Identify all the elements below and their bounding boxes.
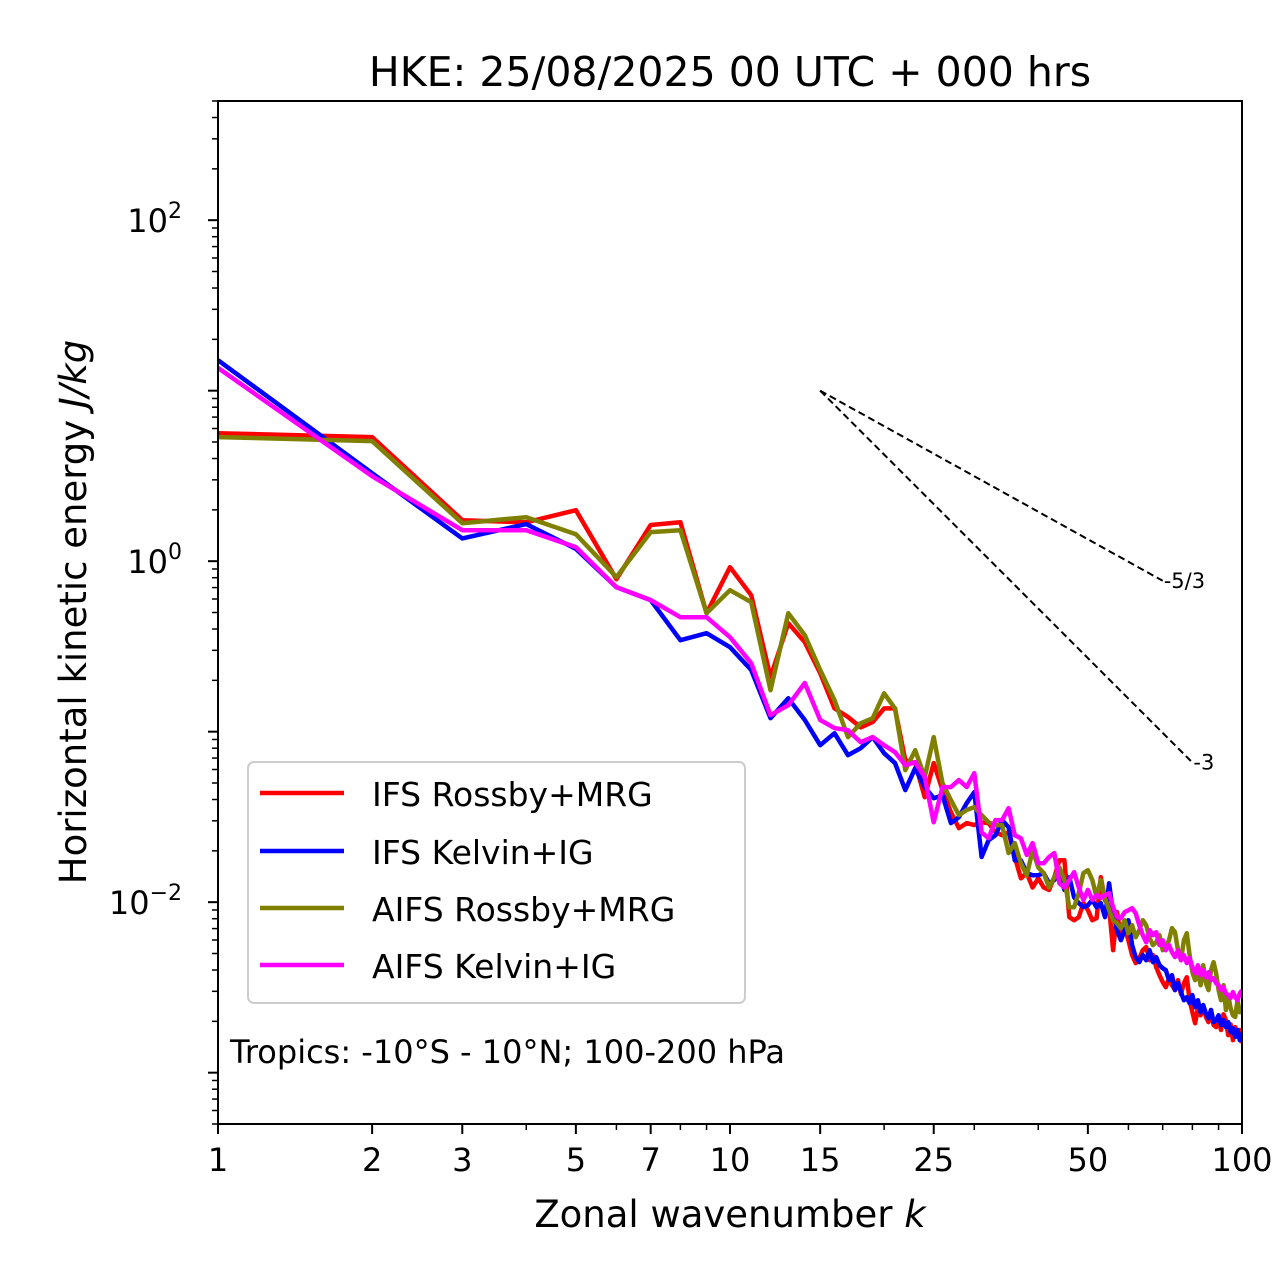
x-tick-label: 100 — [1211, 1141, 1272, 1179]
y-tick-label: 102 — [127, 199, 182, 240]
x-axis-label: Zonal wavenumber k — [534, 1193, 927, 1236]
x-axis-label-text: Zonal wavenumber — [534, 1193, 893, 1236]
x-axis-label-var: k — [904, 1193, 927, 1236]
legend-entry-ifs-rossby-mrg: IFS Rossby+MRG — [260, 775, 653, 814]
series-line-ifs-kelvin-ig — [218, 358, 1242, 1043]
y-axis-label: Horizontal kinetic energy J/kg — [52, 340, 95, 884]
legend-label: IFS Kelvin+IG — [372, 833, 594, 872]
y-tick-base: 10 — [127, 543, 168, 581]
legend-label: IFS Rossby+MRG — [372, 775, 653, 814]
x-tick-label: 2 — [362, 1141, 382, 1179]
chart-title: HKE: 25/08/2025 00 UTC + 000 hrs — [369, 48, 1091, 96]
series-layer — [218, 358, 1242, 1044]
reference-slope-label: -3 — [1193, 751, 1214, 775]
x-tick-label: 5 — [566, 1141, 586, 1179]
legend-entry-aifs-kelvin-ig: AIFS Kelvin+IG — [260, 947, 616, 986]
legend-frame — [247, 761, 746, 1004]
legend-label: AIFS Kelvin+IG — [372, 947, 616, 986]
legend: IFS Rossby+MRG IFS Kelvin+IG AIFS Rossby… — [247, 761, 746, 1004]
reference-slopes: -5/3 -3 — [819, 389, 1214, 775]
y-tick-exponent: 0 — [168, 540, 182, 565]
y-tick-label: 100 — [127, 540, 182, 581]
y-tick-label: 10−2 — [109, 881, 182, 922]
y-tick-exponent: −2 — [150, 881, 182, 906]
y-tick-exponent: 2 — [168, 199, 182, 224]
legend-label: AIFS Rossby+MRG — [372, 890, 675, 929]
x-tick-label: 15 — [800, 1141, 841, 1179]
x-axis-ticks: 1 2 3 5 7 10 15 25 50 100 — [208, 1124, 1273, 1179]
y-tick-base: 10 — [109, 884, 150, 922]
reference-slope-label: -5/3 — [1164, 569, 1205, 593]
x-tick-label: 50 — [1068, 1141, 1109, 1179]
legend-entry-ifs-kelvin-ig: IFS Kelvin+IG — [260, 833, 594, 872]
y-axis-label-unit: J/kg — [52, 340, 95, 415]
y-tick-base: 10 — [127, 202, 168, 240]
x-tick-label: 10 — [710, 1141, 751, 1179]
x-tick-label: 1 — [208, 1141, 228, 1179]
legend-entry-aifs-rossby-mrg: AIFS Rossby+MRG — [260, 890, 675, 929]
x-tick-label: 3 — [452, 1141, 472, 1179]
x-tick-label: 7 — [641, 1141, 661, 1179]
y-axis-label-text: Horizontal kinetic energy — [52, 420, 95, 884]
x-tick-label: 25 — [913, 1141, 954, 1179]
series-line-aifs-kelvin-ig — [218, 366, 1242, 1003]
region-annotation: Tropics: -10°S - 10°N; 100-200 hPa — [229, 1033, 785, 1071]
